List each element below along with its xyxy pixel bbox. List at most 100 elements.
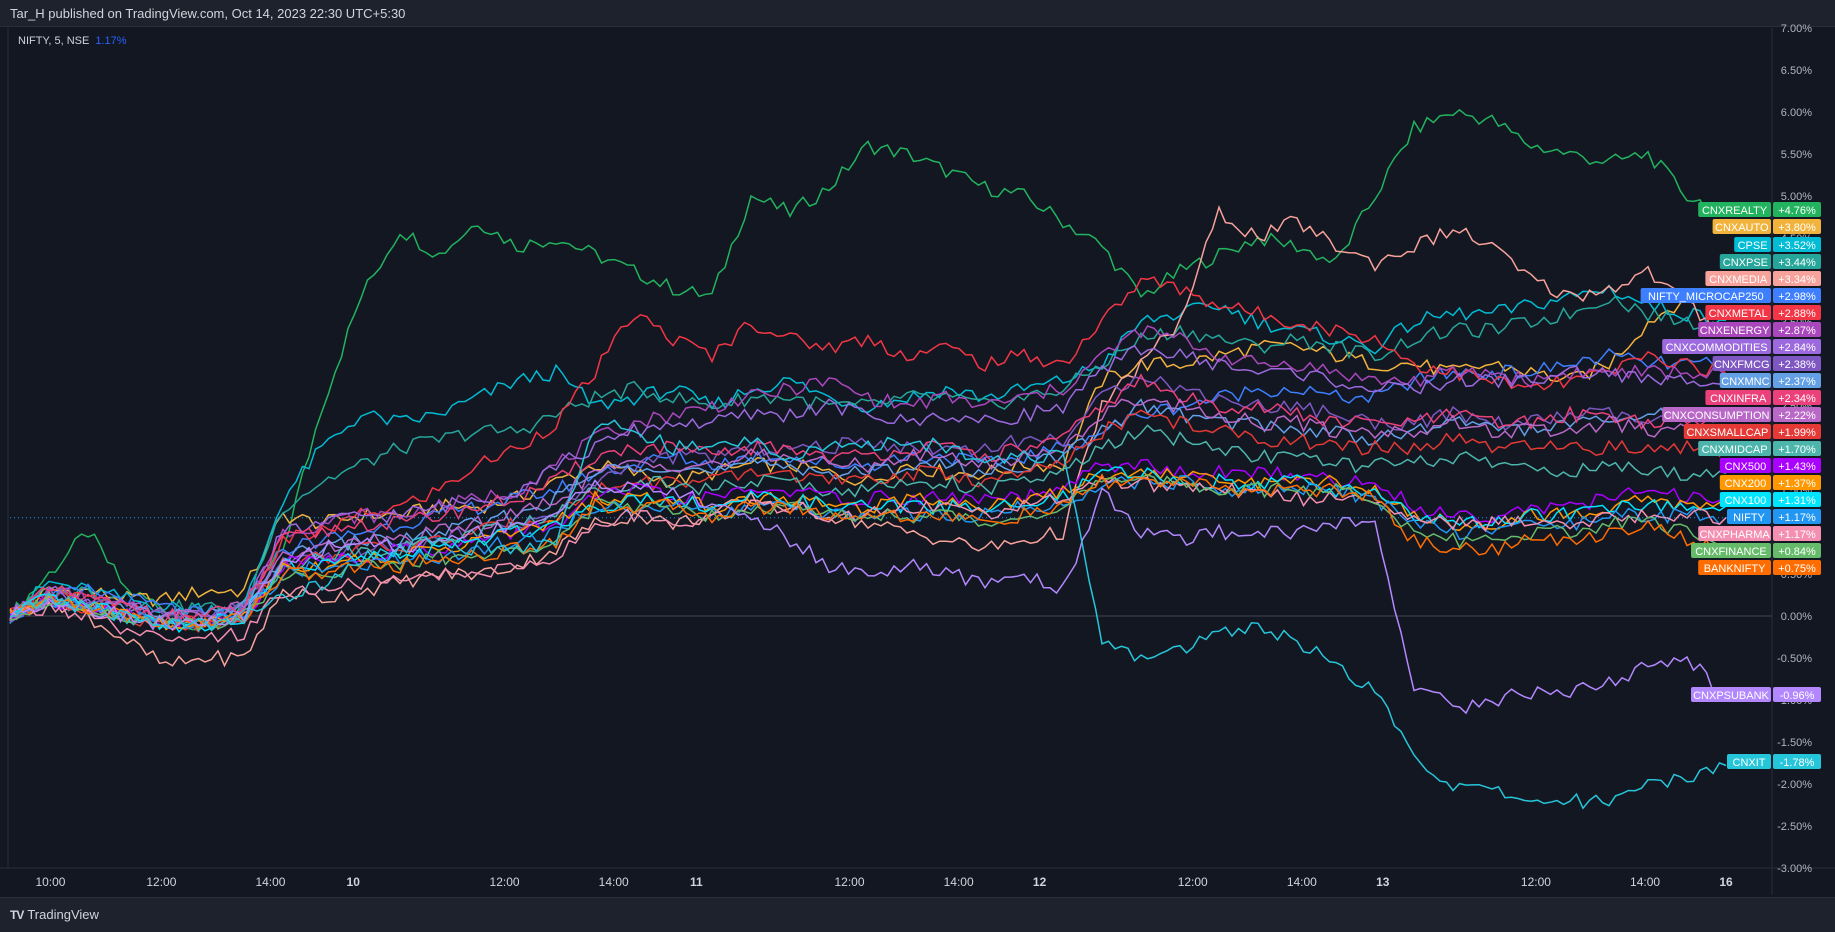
brand-label: TradingView: [27, 907, 99, 922]
x-tick-label: 12:00: [835, 875, 865, 889]
series-line-cnxrealty: [9, 108, 1727, 631]
series-name-text: NIFTY: [1733, 512, 1765, 524]
y-tick-label: 6.50%: [1781, 65, 1812, 77]
series-name-text: CNXCONSUMPTION: [1664, 410, 1770, 422]
series-value-badge: [1773, 560, 1821, 575]
series-name-text: CNXIT: [1733, 757, 1766, 769]
series-line-cnxpsubank: [9, 479, 1727, 715]
series-line-cnx500: [9, 458, 1727, 628]
series-value-badge: [1773, 339, 1821, 354]
series-value-text: +2.98%: [1778, 291, 1816, 303]
series-value-text: -0.96%: [1780, 690, 1815, 702]
series-value-text: +0.84%: [1778, 546, 1816, 558]
series-value-badge: [1773, 305, 1821, 320]
series-value-badge: [1773, 373, 1821, 388]
series-value-text: +2.37%: [1778, 376, 1816, 388]
x-tick-label: 12:00: [1178, 875, 1208, 889]
series-value-text: +2.34%: [1778, 393, 1816, 405]
series-line-cnxpse: [9, 295, 1727, 621]
series-name-text: CNXSMALLCAP: [1686, 427, 1768, 439]
series-value-badge: [1773, 237, 1821, 252]
series-name-label: [1691, 687, 1771, 702]
series-value-badge: [1773, 254, 1821, 269]
series-name-label: [1698, 560, 1771, 575]
series-value-badge: [1773, 526, 1821, 541]
series-value-badge: [1773, 356, 1821, 371]
series-value-text: +1.17%: [1778, 529, 1816, 541]
series-name-text: CNXPSUBANK: [1693, 690, 1769, 702]
series-name-label: [1719, 373, 1771, 388]
publisher-line: Tar_H published on TradingView.com, Oct …: [10, 6, 406, 21]
series-name-label: [1705, 305, 1771, 320]
series-name-text: CNXENERGY: [1700, 325, 1770, 337]
series-value-text: +1.17%: [1778, 512, 1816, 524]
series-value-text: +1.31%: [1778, 495, 1816, 507]
y-tick-label: -3.00%: [1777, 863, 1812, 875]
tradingview-brand[interactable]: TV TradingView: [10, 907, 99, 922]
x-tick-label: 13: [1376, 875, 1390, 889]
series-name-text: CNXMNC: [1721, 376, 1769, 388]
y-tick-label: -2.50%: [1777, 821, 1812, 833]
series-value-badge: [1773, 424, 1821, 439]
series-value-text: +1.43%: [1778, 461, 1816, 473]
series-line-cnxpharma: [9, 476, 1727, 643]
series-value-badge: [1773, 322, 1821, 337]
y-tick-label: 5.50%: [1781, 149, 1812, 161]
series-value-badge: [1773, 271, 1821, 286]
series-name-text: CNXFMCG: [1714, 359, 1770, 371]
series-name-text: CNXMIDCAP: [1702, 444, 1768, 456]
series-value-text: +2.22%: [1778, 410, 1816, 422]
series-value-text: +4.76%: [1778, 205, 1816, 217]
series-value-text: +2.38%: [1778, 359, 1816, 371]
series-value-text: +3.52%: [1778, 240, 1816, 252]
series-line-cnxconsumption: [9, 398, 1727, 624]
series-name-label: [1691, 543, 1771, 558]
series-name-text: CNXAUTO: [1715, 222, 1769, 234]
series-line-cpse: [9, 284, 1727, 624]
series-line-cnx100: [9, 466, 1727, 634]
x-tick-label: 12: [1033, 875, 1047, 889]
series-name-text: CNX200: [1725, 478, 1767, 490]
series-value-badge: [1773, 407, 1821, 422]
series-value-badge: [1773, 687, 1821, 702]
series-name-label: [1698, 526, 1771, 541]
symbol-legend[interactable]: NIFTY, 5, NSE 1.17%: [18, 35, 127, 47]
x-tick-label: 14:00: [1630, 875, 1660, 889]
series-name-label: [1662, 407, 1771, 422]
series-value-text: +3.80%: [1778, 222, 1816, 234]
series-name-label: [1698, 202, 1771, 217]
series-line-cnxfinance: [9, 473, 1727, 631]
series-name-label: [1727, 509, 1771, 524]
symbol-change: 1.17%: [95, 35, 127, 47]
series-value-badge: [1773, 219, 1821, 234]
series-name-text: CNXINFRA: [1710, 393, 1767, 405]
series-name-label: [1662, 339, 1771, 354]
x-tick-label: 12:00: [490, 875, 520, 889]
series-value-badge: [1773, 458, 1821, 473]
series-name-text: CNXFINANCE: [1695, 546, 1767, 558]
series-line-nifty: [9, 475, 1727, 630]
series-name-label: [1719, 492, 1771, 507]
x-tick-label: 12:00: [1521, 875, 1551, 889]
x-tick-label: 16: [1719, 875, 1733, 889]
series-name-label: [1705, 390, 1771, 405]
series-name-label: [1719, 458, 1771, 473]
x-tick-label: 12:00: [146, 875, 176, 889]
series-value-text: +1.70%: [1778, 444, 1816, 456]
series-value-badge: [1773, 475, 1821, 490]
series-value-text: +1.99%: [1778, 427, 1816, 439]
series-value-text: +0.75%: [1778, 563, 1816, 575]
series-value-badge: [1773, 390, 1821, 405]
series-value-badge: [1773, 543, 1821, 558]
series-value-badge: [1773, 288, 1821, 303]
series-name-label: [1712, 219, 1771, 234]
series-line-cnxcommodities: [9, 344, 1727, 626]
y-tick-label: 5.00%: [1781, 191, 1812, 203]
series-name-label: [1705, 271, 1771, 286]
x-tick-label: 10: [347, 875, 361, 889]
series-value-text: +1.37%: [1778, 478, 1816, 490]
series-value-badge: [1773, 441, 1821, 456]
x-tick-label: 11: [690, 875, 703, 889]
symbol-name: NIFTY, 5, NSE: [18, 35, 90, 47]
